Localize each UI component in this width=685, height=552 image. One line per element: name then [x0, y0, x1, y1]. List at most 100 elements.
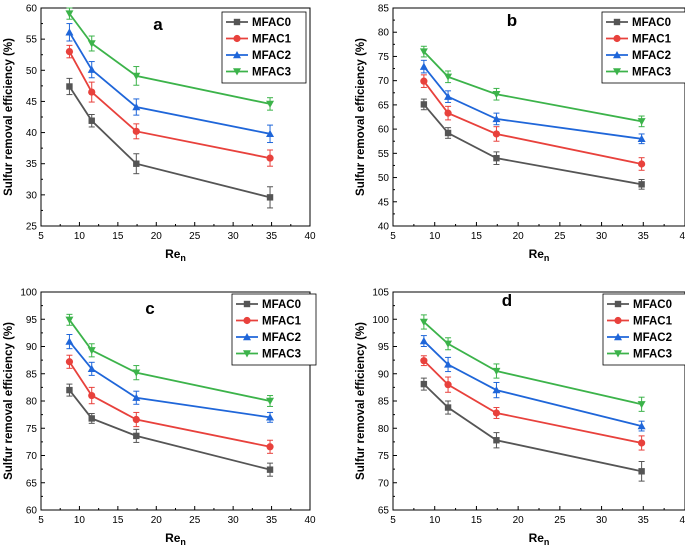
legend-marker	[233, 51, 241, 59]
x-tick-label: 30	[228, 231, 240, 242]
legend-marker	[243, 300, 251, 308]
x-tick-label: 15	[471, 231, 483, 242]
legend-entry-label: MFAC2	[633, 332, 672, 344]
legend-entry-label: MFAC3	[632, 67, 671, 79]
data-point	[637, 422, 646, 430]
legend-marker	[613, 51, 621, 59]
y-axis-label: Sulfur removal efficiency (%)	[3, 322, 15, 480]
x-tick-label: 20	[513, 515, 525, 526]
y-tick-label: 70	[26, 451, 38, 462]
data-point	[638, 160, 646, 168]
panel-label: b	[507, 11, 517, 30]
series-line	[423, 383, 642, 473]
y-tick-label: 85	[26, 369, 38, 380]
x-tick-label: 20	[151, 231, 163, 242]
panel-b: 5 10 15 20 25 30 35 40 40 45 50 55 60 65 70 75 80 85 Ren Su…	[355, 4, 685, 263]
data-point	[444, 360, 453, 368]
data-point	[492, 386, 501, 394]
x-tick-label: 35	[638, 231, 650, 242]
series-mfac2	[65, 334, 275, 423]
data-point	[492, 114, 501, 123]
series-mfac0	[420, 98, 645, 190]
x-tick-label: 30	[596, 515, 608, 526]
data-point	[444, 92, 453, 100]
series-mfac0	[66, 77, 274, 209]
y-tick-label: 70	[378, 76, 390, 87]
legend-entry-label: MFAC0	[262, 299, 301, 311]
legend-marker	[233, 18, 241, 26]
data-point	[266, 129, 275, 138]
data-point	[266, 413, 275, 421]
data-point	[444, 381, 452, 389]
data-point	[65, 10, 74, 18]
legend-entry-label: MFAC0	[632, 17, 671, 29]
legend-marker	[243, 350, 251, 358]
legend-entry-label: MFAC1	[633, 316, 673, 328]
legend-entry-label: MFAC3	[262, 349, 301, 361]
legend-marker	[614, 333, 622, 341]
data-point	[133, 432, 140, 440]
x-tick-label: 25	[189, 515, 201, 526]
series-line	[68, 319, 271, 402]
data-point	[132, 72, 141, 80]
y-axis-label: Sulfur removal efficiency (%)	[355, 38, 367, 196]
data-point	[492, 367, 501, 376]
data-point	[132, 393, 141, 401]
x-tick-label: 5	[38, 515, 44, 526]
data-point	[493, 437, 500, 444]
y-tick-label: 25	[26, 222, 38, 233]
data-point	[66, 83, 73, 90]
data-point	[492, 130, 501, 138]
y-tick-label: 65	[378, 100, 390, 111]
y-tick-label: 80	[378, 28, 390, 39]
data-point	[444, 404, 452, 411]
data-point	[132, 103, 141, 111]
data-point	[266, 397, 275, 405]
legend-entry-label: MFAC2	[632, 50, 671, 62]
legend-marker	[613, 18, 621, 26]
series-mfac2	[65, 23, 275, 144]
data-point	[492, 91, 501, 99]
series-mfac3	[419, 314, 646, 412]
legend-marker	[613, 68, 621, 76]
series-line	[423, 340, 642, 427]
x-tick-label: 40	[679, 515, 685, 526]
legend: MFAC0 MFAC1 MFAC2 MFAC3	[221, 11, 307, 84]
y-tick-label: 80	[378, 424, 390, 435]
x-tick-label: 30	[596, 231, 608, 242]
data-point	[132, 127, 140, 135]
data-point	[444, 73, 453, 81]
data-point	[88, 415, 95, 422]
y-tick-label: 90	[26, 342, 38, 353]
y-tick-label: 55	[26, 35, 38, 46]
series-line	[68, 51, 271, 159]
y-tick-label: 80	[26, 397, 38, 408]
series-line	[68, 389, 271, 471]
y-tick-label: 55	[378, 149, 390, 160]
legend-marker	[243, 316, 251, 325]
y-tick-label: 45	[378, 197, 390, 208]
data-point	[492, 409, 501, 417]
legend-entry-label: MFAC3	[633, 349, 672, 361]
legend-entry-label: MFAC0	[252, 17, 291, 29]
legend-marker	[243, 333, 251, 341]
data-point	[266, 100, 275, 108]
y-tick-label: 105	[372, 288, 389, 299]
data-point	[87, 364, 96, 373]
series-mfac1	[420, 355, 646, 451]
y-tick-label: 75	[378, 451, 390, 462]
legend: MFAC0 MFAC1 MFAC2 MFAC3	[601, 11, 685, 84]
data-point	[66, 386, 73, 394]
x-tick-label: 25	[189, 231, 201, 242]
data-point	[444, 129, 452, 137]
x-tick-label: 35	[638, 515, 650, 526]
y-axis-label: Sulfur removal efficiency (%)	[355, 322, 367, 480]
y-tick-label: 95	[378, 342, 390, 353]
y-tick-label: 75	[378, 52, 390, 63]
x-axis-label-subscript: n	[180, 253, 186, 263]
data-point	[88, 88, 96, 96]
legend-entry-label: MFAC0	[633, 299, 672, 311]
legend-marker	[233, 68, 241, 76]
y-tick-label: 50	[26, 66, 38, 77]
